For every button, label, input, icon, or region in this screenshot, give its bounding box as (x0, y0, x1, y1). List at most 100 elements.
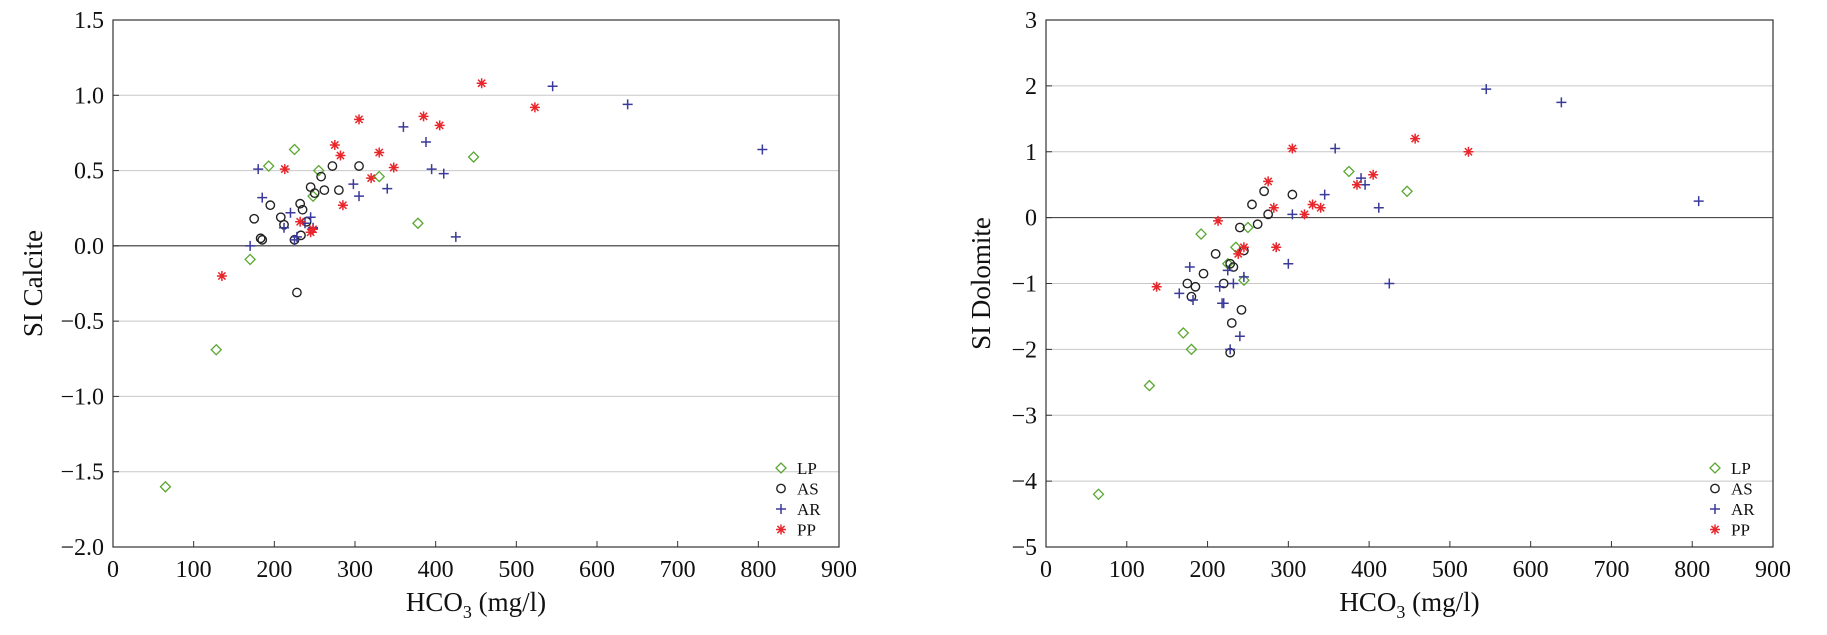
data-point-ar (1214, 281, 1225, 292)
data-point-as (257, 234, 268, 245)
data-point-as (1228, 262, 1239, 272)
data-point-lp (312, 164, 325, 177)
data-point-as (249, 213, 260, 224)
data-point-as (1186, 291, 1197, 302)
data-point-ar (285, 207, 296, 218)
legend-marker-as (1710, 483, 1720, 494)
x-axis-label: HCO3 (mg/l) (1339, 587, 1479, 622)
data-point-as (1234, 222, 1245, 233)
y-tick-label: 0.0 (74, 234, 104, 260)
data-point-ar (1228, 278, 1239, 289)
data-point-ar (354, 191, 365, 202)
data-point-lp (373, 170, 386, 183)
data-point-as (1287, 189, 1298, 200)
data-point-lp (1092, 488, 1105, 501)
legend-label-lp: LP (1731, 459, 1751, 478)
x-axis-label: HCO3 (mg/l) (406, 587, 546, 622)
data-point-lp (307, 190, 319, 203)
data-point-pp (418, 111, 429, 122)
data-point-ar (253, 164, 264, 175)
x-tick-label: 100 (1109, 557, 1145, 583)
data-point-ar (1184, 262, 1195, 273)
data-point-ar (547, 81, 558, 92)
data-point-pp (374, 147, 385, 158)
y-tick-label: −4 (1011, 469, 1037, 495)
data-point-ar (420, 136, 431, 147)
data-point-lp (1195, 228, 1208, 241)
data-point-as (297, 204, 308, 215)
data-point-ar (426, 164, 437, 175)
legend-marker-ar (776, 504, 786, 514)
y-tick-label: −1.5 (60, 460, 104, 486)
data-point-lp (1242, 221, 1254, 234)
data-point-as (305, 182, 316, 193)
data-point-as (333, 185, 344, 196)
legend-label-ar: AR (797, 500, 821, 519)
data-point-ar (1283, 258, 1294, 269)
data-point-ar (1174, 288, 1185, 299)
data-point-pp (1238, 242, 1249, 253)
legend-marker-pp (776, 524, 786, 535)
x-tick-label: 900 (821, 557, 857, 583)
y-tick-label: −5 (1011, 535, 1037, 561)
data-point-lp (1237, 274, 1250, 287)
calcite-chart: 0 100 200 300 400 500 600 700 800 900 −2.0 −1.5 −1.0… (18, 8, 857, 622)
data-point-pp (476, 78, 487, 89)
x-tick-label: 400 (418, 557, 454, 583)
data-point-pp (1233, 248, 1244, 259)
data-point-as (1226, 318, 1237, 328)
data-point-as (1182, 278, 1193, 289)
data-point-as (354, 161, 364, 171)
legend-marker-lp (1709, 462, 1721, 474)
data-point-pp (335, 150, 346, 161)
legend-label-as: AS (1731, 480, 1753, 499)
data-point-ar (245, 240, 256, 251)
data-point-ar (438, 168, 449, 179)
data-point-lp (210, 343, 223, 356)
data-point-pp (279, 164, 290, 175)
data-point-pp (434, 120, 445, 131)
data-point-ar (305, 212, 316, 223)
data-point-pp (1263, 176, 1274, 187)
y-tick-label: 0 (1025, 206, 1037, 232)
x-tick-label: 700 (1593, 557, 1629, 583)
data-point-lp (1401, 185, 1413, 198)
data-point-pp (1463, 146, 1474, 157)
data-point-pp (216, 270, 227, 281)
y-tick-label: −0.5 (60, 309, 104, 335)
data-point-as (295, 198, 306, 209)
data-point-lp (467, 151, 480, 163)
x-tick-label: 0 (1040, 557, 1052, 583)
data-point-as (1263, 209, 1274, 220)
data-point-pp (366, 173, 377, 184)
data-point-pp (337, 200, 348, 211)
legend-label-pp: PP (1731, 521, 1750, 540)
legend-label-ar: AR (1731, 500, 1755, 519)
data-point-pp (1351, 179, 1362, 190)
x-tick-label: 500 (498, 557, 534, 583)
data-point-pp (388, 162, 399, 173)
y-tick-label: 2 (1025, 74, 1037, 100)
data-point-ar (1330, 143, 1341, 154)
data-point-ar (1556, 97, 1567, 108)
x-tick-label: 600 (579, 557, 615, 583)
data-point-lp (1342, 165, 1355, 178)
data-point-pp (1307, 199, 1318, 210)
data-point-lp (262, 160, 275, 172)
y-tick-label: −3 (1011, 403, 1037, 429)
data-point-as (265, 200, 276, 211)
data-point-pp (1271, 242, 1282, 253)
data-point-as (1190, 281, 1201, 292)
x-tick-label: 700 (660, 557, 696, 583)
data-point-ar (291, 231, 302, 242)
data-point-as (1259, 186, 1270, 197)
data-point-ar (1356, 173, 1367, 184)
x-tick-label: 300 (1270, 557, 1306, 583)
data-point-pp (1287, 143, 1298, 154)
data-point-lp (1185, 343, 1198, 356)
data-point-as (1236, 304, 1247, 315)
data-point-pp (1315, 202, 1326, 213)
legend-marker-lp (775, 462, 787, 474)
data-point-ar (1238, 271, 1249, 282)
data-point-pp (1299, 209, 1310, 220)
